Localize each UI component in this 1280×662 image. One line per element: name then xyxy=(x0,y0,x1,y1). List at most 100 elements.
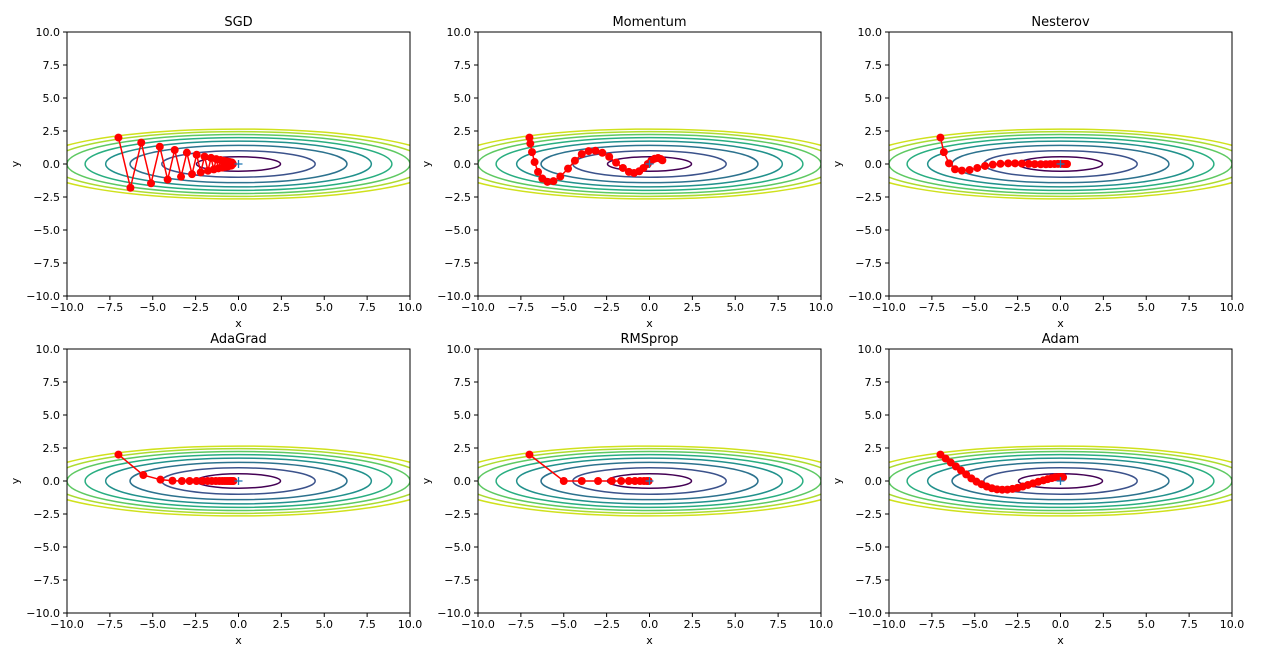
x-tick-label: −10.0 xyxy=(461,618,495,631)
path-point xyxy=(168,476,177,485)
y-tick-label: −10.0 xyxy=(437,607,471,620)
x-axis-label: x xyxy=(646,317,653,330)
y-tick-label: 2.5 xyxy=(43,442,61,455)
y-tick-label: 0.0 xyxy=(865,475,883,488)
x-tick-label: 10.0 xyxy=(809,301,834,314)
y-axis-label: y xyxy=(420,160,433,167)
path-point xyxy=(973,163,982,172)
path-point xyxy=(584,147,593,156)
x-tick-label: −5.0 xyxy=(139,618,166,631)
x-tick-label: 5.0 xyxy=(1138,618,1156,631)
y-tick-label: −2.5 xyxy=(444,508,471,521)
path-point xyxy=(192,477,201,485)
y-tick-label: −10.0 xyxy=(26,290,60,303)
path-point xyxy=(957,166,966,175)
x-tick-label: −10.0 xyxy=(461,301,495,314)
y-tick-label: −5.0 xyxy=(855,541,882,554)
x-tick-label: 10.0 xyxy=(1220,301,1245,314)
path-point xyxy=(200,152,209,161)
path-point xyxy=(945,159,954,168)
contour-line xyxy=(495,136,804,192)
minimum-marker xyxy=(645,160,654,168)
x-axis-label: x xyxy=(235,634,242,647)
path-point xyxy=(617,477,626,485)
y-tick-label: −2.5 xyxy=(855,191,882,204)
path-point xyxy=(981,161,990,170)
path-point xyxy=(612,158,621,167)
contour-line xyxy=(478,130,821,198)
y-tick-label: 10.0 xyxy=(36,343,61,356)
plot-title: Adam xyxy=(1042,332,1080,347)
y-tick-label: 10.0 xyxy=(447,26,472,39)
path-point xyxy=(155,142,164,151)
y-tick-label: 0.0 xyxy=(43,158,61,171)
path-point xyxy=(549,177,558,186)
path-point xyxy=(618,163,627,172)
path-point xyxy=(936,133,945,142)
y-tick-label: −2.5 xyxy=(33,508,60,521)
y-tick-label: 7.5 xyxy=(43,59,61,72)
y-tick-label: −2.5 xyxy=(33,191,60,204)
path-point xyxy=(192,150,201,159)
path-point xyxy=(528,148,537,157)
path-point xyxy=(988,160,997,169)
minimum-marker xyxy=(234,160,243,168)
y-tick-label: 7.5 xyxy=(454,59,472,72)
subplot-adam: Adam −10.0 −7.5 −5.0 −2.5 0.0 2.5 5.0 7.5 10.0 10.… xyxy=(831,332,1244,647)
path-point xyxy=(228,160,237,168)
x-tick-label: 7.5 xyxy=(769,301,787,314)
x-tick-label: −2.5 xyxy=(1004,301,1031,314)
y-tick-label: −10.0 xyxy=(26,607,60,620)
y-axis-label: y xyxy=(420,477,433,484)
y-tick-label: −10.0 xyxy=(848,290,882,303)
contour-line xyxy=(104,140,373,188)
x-tick-label: 5.0 xyxy=(316,618,334,631)
contour-line xyxy=(540,461,759,501)
y-tick-label: 10.0 xyxy=(36,26,61,39)
path-point xyxy=(591,146,600,155)
x-tick-label: 2.5 xyxy=(1095,301,1113,314)
x-tick-label: 2.5 xyxy=(684,618,702,631)
contour-line xyxy=(67,130,410,198)
path-point xyxy=(188,170,197,179)
path-point xyxy=(196,168,205,177)
y-tick-label: −5.0 xyxy=(855,224,882,237)
path-point xyxy=(525,450,534,459)
path-point xyxy=(1024,159,1033,168)
y-tick-label: −2.5 xyxy=(444,191,471,204)
path-point xyxy=(577,150,586,159)
contour-group xyxy=(67,445,410,517)
contour-line xyxy=(540,144,759,184)
contour-line xyxy=(67,445,410,517)
path-point xyxy=(658,156,667,165)
minimum-marker xyxy=(1056,477,1065,485)
path-point xyxy=(594,477,603,485)
y-tick-label: −5.0 xyxy=(33,541,60,554)
path-point xyxy=(939,148,948,157)
x-tick-label: 0.0 xyxy=(641,618,659,631)
contour-line xyxy=(906,136,1215,192)
x-tick-label: 2.5 xyxy=(273,301,291,314)
x-tick-label: 10.0 xyxy=(398,618,423,631)
y-tick-label: 7.5 xyxy=(865,59,883,72)
contour-line xyxy=(515,140,784,188)
x-tick-label: −2.5 xyxy=(182,301,209,314)
path-point xyxy=(1011,159,1020,168)
contour-line xyxy=(129,144,348,184)
y-tick-label: 10.0 xyxy=(447,343,472,356)
contour-line xyxy=(84,453,393,509)
path-point xyxy=(185,477,194,485)
x-tick-label: −5.0 xyxy=(961,618,988,631)
y-tick-label: −7.5 xyxy=(33,574,60,587)
x-tick-label: −5.0 xyxy=(139,301,166,314)
plot-title: Momentum xyxy=(612,15,686,30)
x-tick-label: 0.0 xyxy=(1052,301,1070,314)
contour-line xyxy=(478,133,821,195)
path-point xyxy=(951,165,960,174)
contour-line xyxy=(906,453,1215,509)
path-point xyxy=(177,172,186,181)
x-tick-label: −7.5 xyxy=(97,618,124,631)
y-tick-label: 2.5 xyxy=(454,442,472,455)
y-tick-label: 5.0 xyxy=(454,409,472,422)
x-tick-label: 2.5 xyxy=(684,301,702,314)
